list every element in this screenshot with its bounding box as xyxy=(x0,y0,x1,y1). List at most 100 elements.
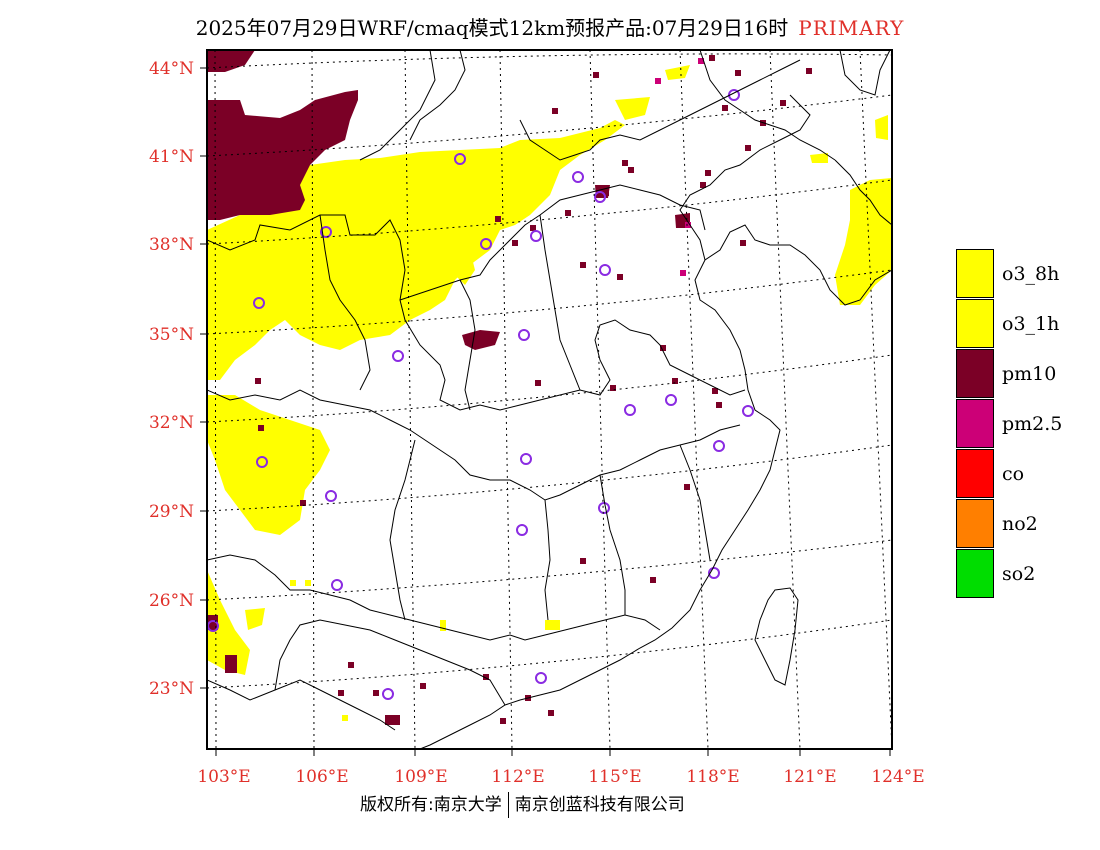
lat-label: 44°N xyxy=(149,59,194,79)
pollution-speck xyxy=(722,105,728,111)
legend-swatch xyxy=(956,499,994,548)
pollution-speck xyxy=(709,55,715,61)
station-marker xyxy=(598,502,610,514)
pollution-speck xyxy=(806,68,812,74)
pollution-speck xyxy=(740,240,746,246)
taiwan xyxy=(754,587,799,686)
lon-label: 106°E xyxy=(295,767,348,787)
legend-label: pm2.5 xyxy=(1002,413,1063,435)
pollution-speck xyxy=(535,380,541,386)
pollution-speck xyxy=(440,620,446,626)
legend-swatch xyxy=(956,449,994,498)
pollution-speck xyxy=(780,100,786,106)
pm10-region-top xyxy=(207,50,255,72)
pollution-speck xyxy=(552,108,558,114)
province-border-5 xyxy=(207,554,661,641)
lon-label: 112°E xyxy=(491,767,544,787)
legend-label: pm10 xyxy=(1002,363,1057,385)
pollution-speck xyxy=(650,577,656,583)
lon-label: 109°E xyxy=(394,767,447,787)
lon-label: 124°E xyxy=(871,767,924,787)
station-marker xyxy=(382,688,394,700)
pollution-specks xyxy=(255,55,812,724)
pollution-speck xyxy=(420,683,426,689)
legend-swatch xyxy=(956,299,994,348)
province-border-2 xyxy=(399,184,706,301)
pollution-speck xyxy=(745,145,751,151)
lat-label: 38°N xyxy=(149,235,194,255)
station-marker xyxy=(516,524,528,536)
o3-region-shandong xyxy=(455,250,475,285)
station-marker xyxy=(624,404,636,416)
pm10-region-henan xyxy=(462,330,500,350)
station-marker xyxy=(572,171,584,183)
legend-label: co xyxy=(1002,463,1025,485)
pm10-region-west xyxy=(207,90,358,220)
lon-label: 115°E xyxy=(588,767,641,787)
station-marker xyxy=(325,490,337,502)
pollution-speck xyxy=(495,216,501,222)
station-marker xyxy=(331,579,343,591)
province-border-9 xyxy=(359,50,891,161)
map-title: 2025年07月29日WRF/cmaq模式12km预报产品:07月29日16时 P… xyxy=(0,12,1100,41)
pollution-speck xyxy=(255,378,261,384)
pollution-speck xyxy=(603,190,609,196)
pollution-speck xyxy=(700,182,706,188)
coastline xyxy=(419,224,892,749)
legend-label: o3_1h xyxy=(1002,313,1060,335)
lat-label: 29°N xyxy=(149,502,194,522)
copyright-footer: 版权所有:南京大学 南京创蓝科技有限公司 xyxy=(360,790,685,818)
pollution-speck xyxy=(548,710,554,716)
o3-region-korea xyxy=(835,178,892,305)
pollution-speck xyxy=(305,580,311,586)
pollution-speck xyxy=(258,425,264,431)
pollution-speck xyxy=(348,662,354,668)
pollution-speck xyxy=(617,274,623,280)
pollution-speck xyxy=(685,222,691,228)
station-marker xyxy=(599,264,611,276)
pollution-speck xyxy=(512,240,518,246)
station-marker xyxy=(594,191,606,203)
title-main: 2025年07月29日WRF/cmaq模式12km预报产品:07月29日16时 xyxy=(195,16,789,40)
graticule xyxy=(207,50,892,749)
pollution-speck xyxy=(300,500,306,506)
copyright-left: 版权所有:南京大学 xyxy=(360,795,502,815)
station-marker xyxy=(480,238,492,250)
station-marker xyxy=(520,453,532,465)
pollution-speck xyxy=(342,715,348,721)
pollution-speck xyxy=(660,345,666,351)
coastline-bohai xyxy=(679,94,811,261)
o3-region-northwest xyxy=(207,245,270,355)
latitude-labels: 44°N 41°N 38°N 35°N 32°N 29°N 26°N 23°N xyxy=(149,59,194,699)
o3-region-layer xyxy=(207,65,892,675)
pollution-speck xyxy=(622,160,628,166)
map-area xyxy=(207,50,892,749)
pollution-speck xyxy=(593,72,599,78)
station-marker xyxy=(535,672,547,684)
station-marker xyxy=(518,329,530,341)
pollution-speck xyxy=(530,225,536,231)
province-border-8 xyxy=(207,619,506,731)
legend-swatch xyxy=(956,349,994,398)
station-marker xyxy=(713,440,725,452)
pollution-speck xyxy=(680,270,686,276)
legend-label: so2 xyxy=(1002,563,1036,585)
lon-label: 103°E xyxy=(197,767,250,787)
boundary-lines xyxy=(207,50,892,749)
station-marker xyxy=(708,567,720,579)
lat-label: 26°N xyxy=(149,591,194,611)
station-marker xyxy=(392,350,404,362)
pollution-speck xyxy=(684,484,690,490)
lat-label: 41°N xyxy=(149,147,194,167)
o3-region-north xyxy=(207,120,625,380)
pollution-speck xyxy=(672,378,678,384)
pm10-region-layer xyxy=(207,50,690,725)
pollution-speck xyxy=(628,167,634,173)
pollution-speck xyxy=(610,385,616,391)
pollution-speck xyxy=(580,558,586,564)
station-marker xyxy=(320,226,332,238)
pollution-speck xyxy=(712,388,718,394)
province-border-7 xyxy=(319,214,581,411)
station-marker xyxy=(530,230,542,242)
province-border-3 xyxy=(519,59,801,161)
